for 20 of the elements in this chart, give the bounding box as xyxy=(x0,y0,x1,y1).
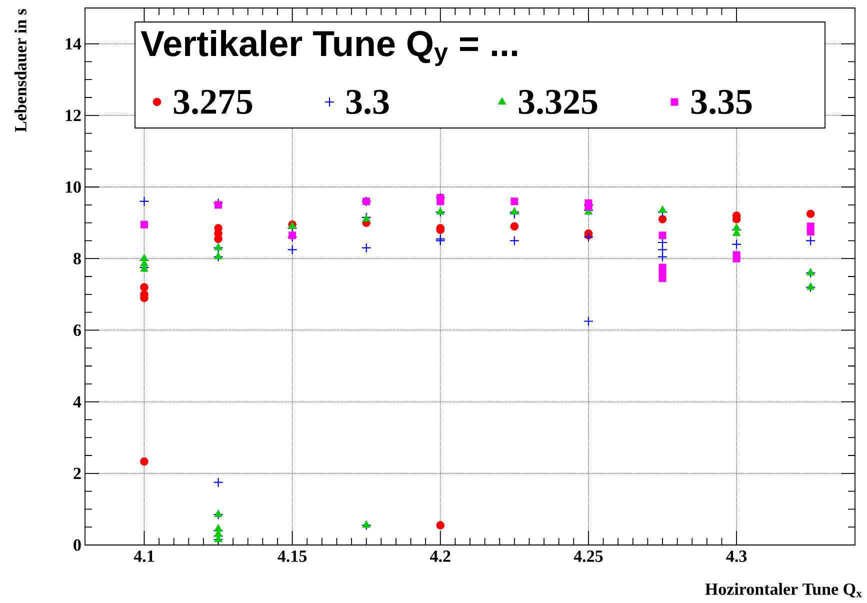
y-tick-label: 12 xyxy=(66,110,81,122)
y-tick-label: 0 xyxy=(74,539,81,551)
y-tick-label: 10 xyxy=(66,181,81,193)
legend-label: 3.3 xyxy=(346,90,389,114)
legend-title: Vertikaler Tune Q$_{y}$ = ... xyxy=(140,30,518,66)
x-tick-label: 4.3 xyxy=(726,550,747,562)
y-tick-label: 2 xyxy=(74,468,81,480)
x-tick-label: 4.15 xyxy=(278,550,307,562)
y-tick-label: 8 xyxy=(74,252,81,264)
legend-label: 3.275 xyxy=(174,90,252,114)
legend-label: 3.35 xyxy=(691,90,752,114)
x-tick-label: 4.2 xyxy=(430,550,450,562)
y-tick-label: 6 xyxy=(74,324,81,336)
y-tick-label: 4 xyxy=(73,396,82,408)
y-axis-title: Lebensdauer in s xyxy=(14,8,26,132)
y-tick-label: 14 xyxy=(66,38,82,50)
legend-label: 3.325 xyxy=(518,90,598,114)
x-tick-label: 4.25 xyxy=(574,550,603,562)
x-tick-label: 4.1 xyxy=(134,550,154,562)
x-axis-title: Hozirontaler Tune Q$_{x}$ xyxy=(705,582,862,598)
